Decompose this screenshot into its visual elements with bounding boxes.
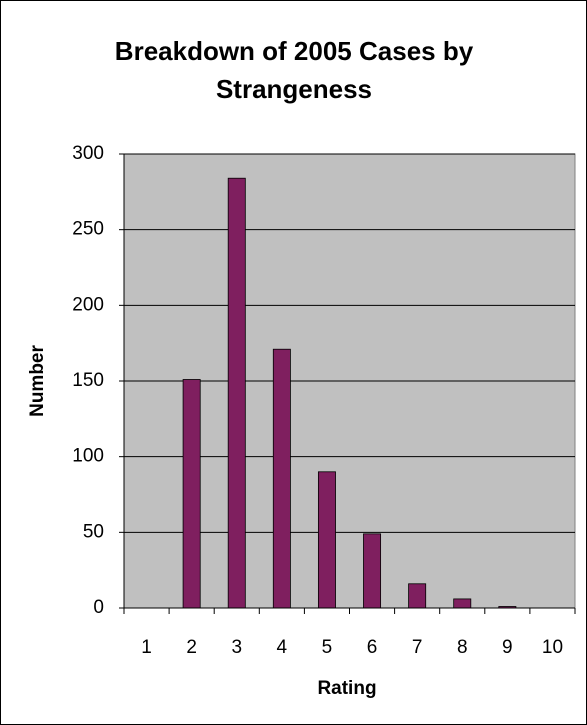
x-tick-label: 10 (542, 637, 563, 658)
y-tick-label: 300 (72, 143, 104, 164)
chart-title: Breakdown of 2005 Cases by Strangeness (114, 36, 474, 104)
y-tick-label: 100 (72, 446, 104, 467)
x-tick-label: 3 (231, 637, 242, 658)
x-tick-label: 8 (457, 637, 468, 658)
y-axis-label: Number (27, 345, 48, 417)
bar (408, 583, 427, 609)
x-tick-label: 1 (141, 637, 152, 658)
x-tick-label: 7 (412, 637, 423, 658)
bar (272, 348, 291, 609)
bar (182, 379, 201, 609)
bar (363, 533, 382, 609)
bar (227, 177, 246, 609)
x-tick-label: 2 (186, 637, 197, 658)
x-tick-label: 4 (277, 637, 288, 658)
bar (317, 471, 336, 609)
bar (453, 598, 472, 609)
y-tick-label: 150 (72, 370, 104, 391)
x-axis-label: Rating (317, 678, 376, 699)
x-tick-label: 9 (502, 637, 513, 658)
x-tick-label: 5 (322, 637, 333, 658)
y-tick-label: 0 (93, 597, 104, 618)
y-tick-label: 50 (83, 521, 104, 542)
x-tick-label: 6 (367, 637, 378, 658)
y-tick-label: 200 (72, 294, 104, 315)
y-tick-label: 250 (72, 219, 104, 240)
